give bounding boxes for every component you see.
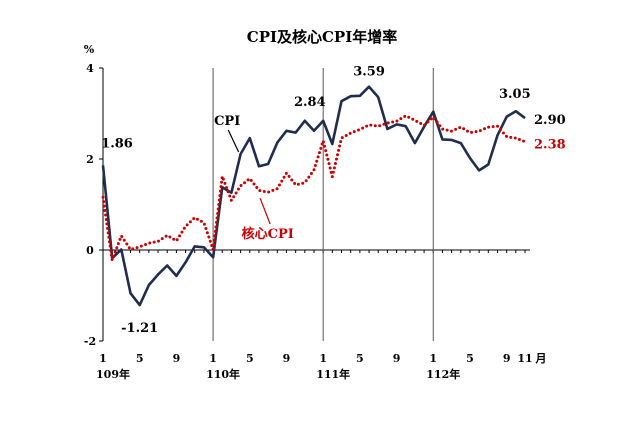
cpi-line <box>101 85 526 307</box>
y-tick-label: 2 <box>86 153 94 166</box>
cpi-label-arrow <box>227 129 240 153</box>
x-tick-label: 1 <box>99 352 107 365</box>
year-label: 111年 <box>316 367 350 381</box>
x-tick-label: 9 <box>173 352 181 365</box>
x-tick-label: 5 <box>136 352 144 365</box>
x-tick-label: 1 <box>319 352 327 365</box>
x-tick-label: 5 <box>466 352 474 365</box>
x-axis-unit: 月 <box>535 352 547 365</box>
x-tick-label: 11 <box>517 352 532 365</box>
labels-layer: 1.86 -1.21 2.84 3.59 3.052.90 2.38 CPI 核心CPI <box>101 65 566 336</box>
x-tick-label: 1 <box>209 352 217 365</box>
series-label-cpi: CPI <box>214 114 240 129</box>
core-cpi-line <box>101 114 527 262</box>
y-tick-label: 0 <box>86 244 94 257</box>
x-tick-label: 9 <box>393 352 401 365</box>
data-label: 1.86 <box>101 136 133 151</box>
series-label-core-cpi: 核心CPI <box>242 226 294 242</box>
y-tick-label: -2 <box>84 335 96 348</box>
data-label: 3.05 <box>499 87 531 102</box>
data-label: 2.38 <box>534 138 566 153</box>
x-tick-label: 5 <box>246 352 254 365</box>
y-axis-unit: % <box>84 43 95 56</box>
x-tick-label: 1 <box>429 352 437 365</box>
data-label: 2.90 <box>534 113 566 128</box>
data-label: 3.59 <box>353 65 385 80</box>
year-label: 110年 <box>206 367 240 381</box>
data-label: -1.21 <box>121 321 158 336</box>
core-cpi-label-arrow <box>259 197 271 225</box>
x-tick-label: 9 <box>283 352 291 365</box>
y-tick-label: 4 <box>86 62 94 75</box>
series-layer <box>101 85 527 307</box>
year-label: 112年 <box>426 367 460 381</box>
x-tick-label: 9 <box>503 352 511 365</box>
year-label: 109年 <box>96 367 130 381</box>
data-label: 2.84 <box>294 95 326 110</box>
x-tick-label: 5 <box>356 352 364 365</box>
chart-title: CPI及核心CPI年增率 <box>247 28 397 46</box>
